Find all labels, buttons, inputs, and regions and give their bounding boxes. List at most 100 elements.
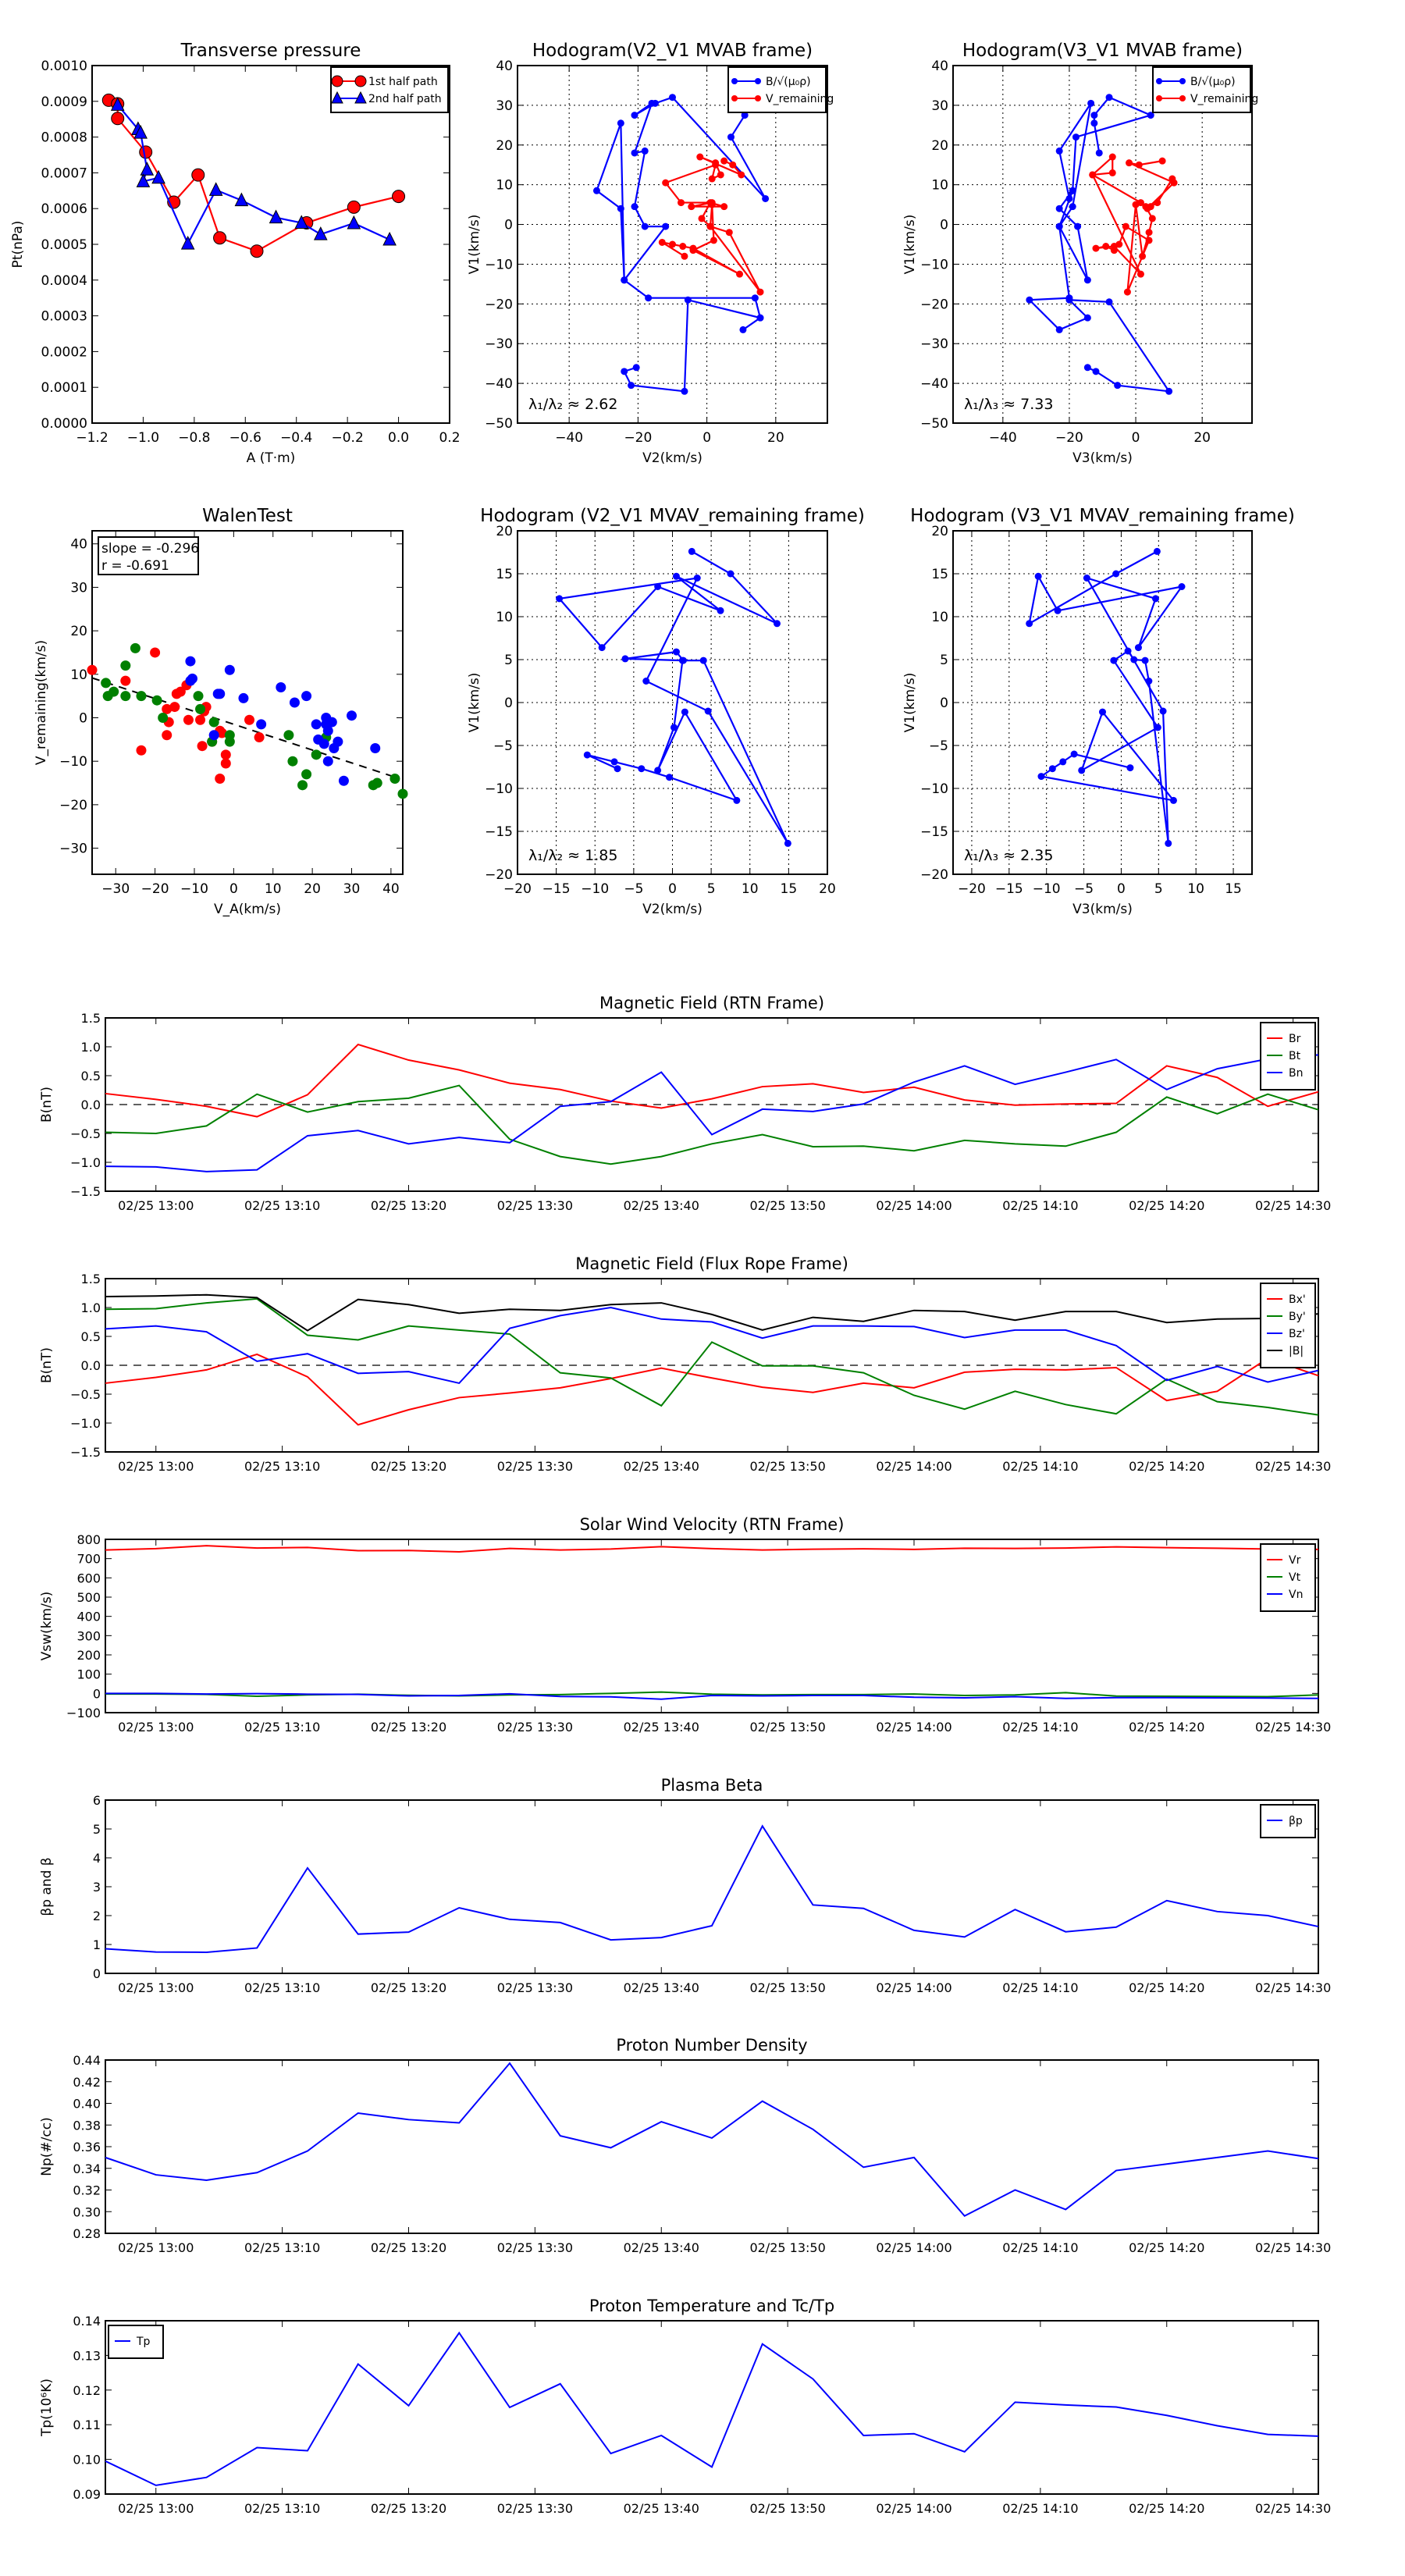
series-line-Bz' <box>105 1306 1319 1385</box>
chart-title: Hodogram (V2_V1 MVAV_remaining frame) <box>480 506 865 526</box>
data-point <box>725 229 733 237</box>
data-point <box>678 656 686 664</box>
chart-magnetic-field-rtn: 02/25 13:00 02/25 13:10 02/25 13:20 02/25 1… <box>39 994 1331 1213</box>
legend-box <box>330 66 449 113</box>
x-tick-label: −0.4 <box>280 430 312 446</box>
y-tick-label: −30 <box>920 336 948 352</box>
legend-label: Bn <box>1289 1067 1303 1080</box>
scatter-series-2 <box>185 656 381 786</box>
x-tick-label: −10 <box>581 881 609 897</box>
data-point <box>1126 159 1133 167</box>
x-tick-label: 02/25 14:00 <box>876 2240 951 2255</box>
legend-label: 2nd half path <box>368 93 442 105</box>
data-point <box>1065 194 1073 202</box>
series-line-Tp <box>105 2331 1319 2486</box>
legend-label: B/√(μ₀ρ) <box>766 76 811 88</box>
y-tick-label: 1.5 <box>81 1272 101 1286</box>
series-0 <box>1026 547 1186 847</box>
y-tick-label: −40 <box>485 376 513 392</box>
data-point <box>733 796 741 804</box>
x-axis-label: V2(km/s) <box>642 902 702 917</box>
x-tick-label: 02/25 13:20 <box>371 2501 446 2516</box>
scatter-point <box>301 769 312 780</box>
data-point <box>1145 678 1153 685</box>
y-tick-label: −20 <box>485 867 513 883</box>
x-tick-label: 02/25 14:30 <box>1255 1980 1331 1995</box>
x-tick-label: 15 <box>1225 881 1242 897</box>
y-tick-label: 0.0006 <box>41 201 87 217</box>
data-point <box>614 765 621 773</box>
x-tick-label: 02/25 13:20 <box>371 1980 446 1995</box>
x-tick-label: 20 <box>767 430 784 446</box>
y-tick-label: 3 <box>93 1880 101 1895</box>
chart-title: Magnetic Field (RTN Frame) <box>599 994 824 1012</box>
data-point <box>592 187 600 194</box>
data-point <box>110 97 125 111</box>
y-tick-label: 10 <box>70 667 87 683</box>
series-0 <box>556 547 791 847</box>
x-tick-label: −20 <box>1055 430 1083 446</box>
data-point <box>191 168 205 182</box>
x-tick-label: −0.6 <box>229 430 261 446</box>
x-tick-label: 02/25 14:30 <box>1255 1198 1331 1213</box>
data-point <box>670 724 678 731</box>
chart-hodogram-v3v1-mvab: −40 −20 0 20 −50 −40 −30 −20 −10 0 10 20 30 40 Hodogra… <box>902 41 1258 466</box>
legend-box <box>1152 66 1251 113</box>
y-tick-label: 300 <box>76 1628 101 1643</box>
scatter-point <box>215 773 226 784</box>
scatter-point <box>297 780 308 791</box>
data-point <box>1122 222 1129 230</box>
data-point <box>1145 237 1153 244</box>
scatter-point <box>197 741 208 752</box>
data-point <box>738 171 745 179</box>
y-tick-label: −0.5 <box>70 1387 101 1402</box>
data-point <box>382 231 397 246</box>
data-point <box>1108 153 1116 161</box>
legend-marker <box>331 91 343 104</box>
data-point <box>347 200 361 214</box>
y-tick-label: 0.40 <box>73 2097 101 2112</box>
x-tick-label: 02/25 14:10 <box>1002 1459 1078 1474</box>
data-point <box>1055 326 1063 333</box>
x-tick-label: −5 <box>624 881 643 897</box>
y-tick-label: 0 <box>940 696 948 711</box>
x-tick-label: −15 <box>542 881 571 897</box>
x-tick-label: 0 <box>702 430 711 446</box>
legend-label: V_remaining <box>1190 93 1258 105</box>
series-line-By' <box>105 1297 1319 1416</box>
data-point <box>621 276 628 284</box>
data-point <box>234 192 249 207</box>
scatter-point <box>136 691 147 702</box>
data-point <box>1092 368 1100 375</box>
data-point <box>1099 708 1106 716</box>
x-tick-label: 0 <box>1117 881 1126 897</box>
x-tick-label: 02/25 13:30 <box>497 1198 573 1213</box>
data-point <box>632 364 640 372</box>
scatter-point <box>276 682 286 693</box>
y-axis-label: V1(km/s) <box>902 673 918 733</box>
data-point <box>693 575 701 582</box>
scatter-point <box>287 756 298 767</box>
y-axis-label: Vsw(km/s) <box>39 1592 55 1661</box>
chart-magnetic-field-flux-rope: 02/25 13:00 02/25 13:10 02/25 13:20 02/25 1… <box>39 1254 1331 1474</box>
y-tick-label: −20 <box>920 867 948 883</box>
legend: B/√(μ₀ρ) V_remaining <box>1152 66 1258 113</box>
y-tick-label: −15 <box>920 824 948 840</box>
legend-label: Bz' <box>1289 1328 1305 1340</box>
chart-title: Hodogram(V3_V1 MVAB frame) <box>962 41 1243 61</box>
x-tick-label: 0.0 <box>388 430 409 446</box>
plot-frame <box>105 2320 1319 2495</box>
data-point <box>1154 724 1161 731</box>
x-tick-label: 02/25 13:40 <box>624 1720 699 1735</box>
scatter-point <box>208 717 219 728</box>
x-axis-label: A (T·m) <box>247 450 296 466</box>
data-point <box>1074 222 1082 230</box>
plot-frame <box>91 530 404 875</box>
x-tick-label: 02/25 13:00 <box>118 1980 194 1995</box>
scatter-point <box>238 692 249 703</box>
data-point <box>736 270 744 278</box>
plot-frame <box>105 2059 1319 2234</box>
scatter-point <box>195 714 206 725</box>
scatter-point <box>208 730 219 741</box>
y-axis-label: V1(km/s) <box>467 215 482 275</box>
